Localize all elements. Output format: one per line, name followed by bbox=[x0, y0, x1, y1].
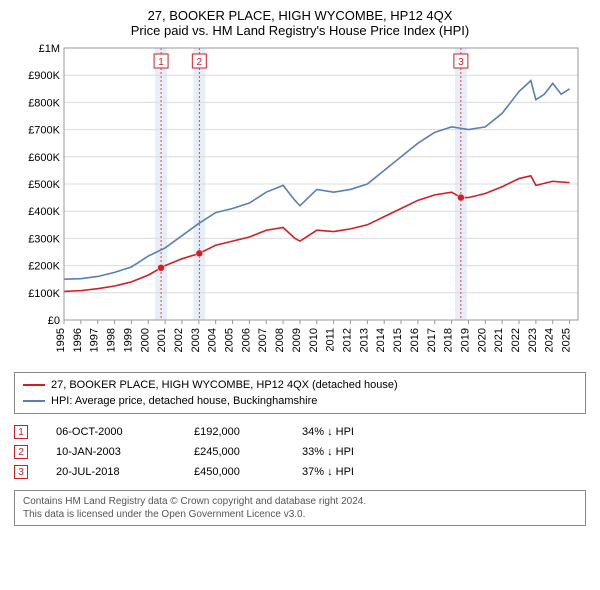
svg-text:2019: 2019 bbox=[459, 328, 471, 352]
sale-price: £245,000 bbox=[194, 446, 274, 458]
chart-subtitle: Price paid vs. HM Land Registry's House … bbox=[14, 23, 586, 38]
svg-text:2015: 2015 bbox=[392, 328, 404, 352]
svg-text:1998: 1998 bbox=[106, 328, 118, 352]
svg-text:£500K: £500K bbox=[28, 179, 60, 191]
svg-text:2020: 2020 bbox=[476, 328, 488, 352]
sale-price: £450,000 bbox=[194, 466, 274, 478]
svg-text:£300K: £300K bbox=[28, 233, 60, 245]
attribution-footer: Contains HM Land Registry data © Crown c… bbox=[14, 490, 586, 526]
svg-text:1995: 1995 bbox=[55, 328, 67, 352]
sales-table: 1 06-OCT-2000 £192,000 34% ↓ HPI 2 10-JAN-200… bbox=[14, 422, 586, 482]
legend-swatch bbox=[23, 384, 45, 386]
svg-text:2021: 2021 bbox=[493, 328, 505, 352]
sale-delta: 33% ↓ HPI bbox=[302, 446, 402, 458]
sale-row: 3 20-JUL-2018 £450,000 37% ↓ HPI bbox=[14, 462, 586, 482]
legend-item: 27, BOOKER PLACE, HIGH WYCOMBE, HP12 4QX… bbox=[23, 377, 577, 393]
svg-text:£400K: £400K bbox=[28, 206, 60, 218]
sale-row: 2 10-JAN-2003 £245,000 33% ↓ HPI bbox=[14, 442, 586, 462]
legend-item: HPI: Average price, detached house, Buck… bbox=[23, 393, 577, 409]
svg-text:2016: 2016 bbox=[409, 328, 421, 352]
chart-area: £0 £100K £200K £300K £400K £500K £600K £700K £80… bbox=[14, 44, 586, 364]
legend-label: HPI: Average price, detached house, Buck… bbox=[51, 393, 317, 409]
svg-text:2012: 2012 bbox=[341, 328, 353, 352]
footer-line: This data is licensed under the Open Gov… bbox=[23, 508, 577, 521]
sale-delta: 34% ↓ HPI bbox=[302, 426, 402, 438]
svg-text:2017: 2017 bbox=[426, 328, 438, 352]
svg-text:£100K: £100K bbox=[28, 288, 60, 300]
svg-text:2010: 2010 bbox=[308, 328, 320, 352]
svg-text:£800K: £800K bbox=[28, 97, 60, 109]
svg-text:2: 2 bbox=[197, 57, 203, 68]
svg-text:2011: 2011 bbox=[325, 328, 337, 352]
svg-text:2000: 2000 bbox=[139, 328, 151, 352]
svg-text:1997: 1997 bbox=[89, 328, 101, 352]
sale-date: 20-JUL-2018 bbox=[56, 466, 166, 478]
svg-text:2018: 2018 bbox=[443, 328, 455, 352]
svg-text:£1M: £1M bbox=[39, 44, 60, 55]
sale-marker: 2 bbox=[14, 445, 28, 459]
svg-text:£700K: £700K bbox=[28, 125, 60, 137]
svg-text:£0: £0 bbox=[48, 315, 60, 327]
svg-text:2025: 2025 bbox=[561, 328, 573, 352]
footer-line: Contains HM Land Registry data © Crown c… bbox=[23, 495, 577, 508]
svg-text:2024: 2024 bbox=[544, 328, 556, 352]
sale-row: 1 06-OCT-2000 £192,000 34% ↓ HPI bbox=[14, 422, 586, 442]
line-chart-svg: £0 £100K £200K £300K £400K £500K £600K £700K £80… bbox=[14, 44, 586, 364]
svg-text:2022: 2022 bbox=[510, 328, 522, 352]
sale-price: £192,000 bbox=[194, 426, 274, 438]
legend: 27, BOOKER PLACE, HIGH WYCOMBE, HP12 4QX… bbox=[14, 372, 586, 414]
svg-text:2007: 2007 bbox=[257, 328, 269, 352]
svg-text:2006: 2006 bbox=[240, 328, 252, 352]
svg-text:2001: 2001 bbox=[156, 328, 168, 352]
chart-title: 27, BOOKER PLACE, HIGH WYCOMBE, HP12 4QX bbox=[14, 8, 586, 23]
svg-text:2009: 2009 bbox=[291, 328, 303, 352]
sale-marker: 3 bbox=[14, 465, 28, 479]
legend-swatch bbox=[23, 400, 45, 402]
svg-text:1996: 1996 bbox=[72, 328, 84, 352]
svg-text:2008: 2008 bbox=[274, 328, 286, 352]
sale-marker: 1 bbox=[14, 425, 28, 439]
sale-delta: 37% ↓ HPI bbox=[302, 466, 402, 478]
svg-text:2004: 2004 bbox=[207, 328, 219, 352]
legend-label: 27, BOOKER PLACE, HIGH WYCOMBE, HP12 4QX… bbox=[51, 377, 398, 393]
svg-text:1: 1 bbox=[158, 57, 164, 68]
svg-text:2013: 2013 bbox=[358, 328, 370, 352]
svg-text:2014: 2014 bbox=[375, 328, 387, 352]
svg-text:2023: 2023 bbox=[527, 328, 539, 352]
svg-text:2003: 2003 bbox=[190, 328, 202, 352]
svg-text:3: 3 bbox=[458, 57, 464, 68]
svg-text:£600K: £600K bbox=[28, 152, 60, 164]
svg-text:2002: 2002 bbox=[173, 328, 185, 352]
sale-date: 06-OCT-2000 bbox=[56, 426, 166, 438]
sale-date: 10-JAN-2003 bbox=[56, 446, 166, 458]
svg-text:£200K: £200K bbox=[28, 261, 60, 273]
svg-text:1999: 1999 bbox=[122, 328, 134, 352]
svg-text:2005: 2005 bbox=[224, 328, 236, 352]
svg-text:£900K: £900K bbox=[28, 70, 60, 82]
